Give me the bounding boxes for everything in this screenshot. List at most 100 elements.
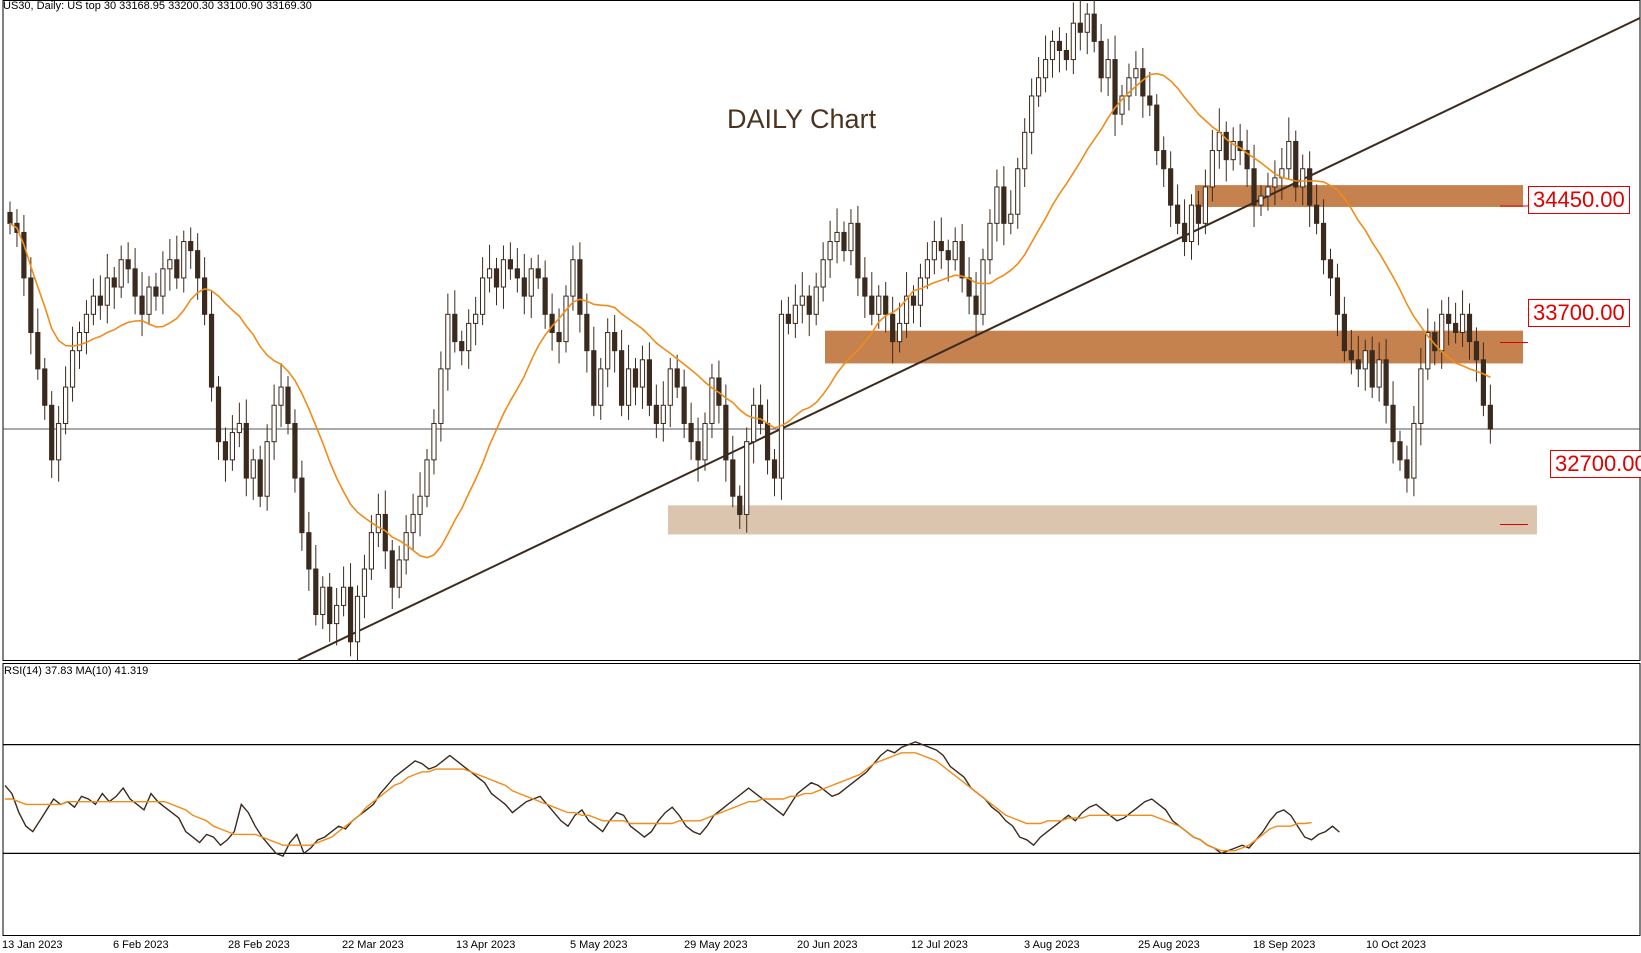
- candle-up: [980, 259, 986, 315]
- candle-down: [28, 277, 34, 333]
- candle-down: [758, 404, 764, 424]
- candle-down: [7, 211, 13, 224]
- candle-up: [563, 295, 569, 343]
- candle-up: [528, 268, 534, 297]
- candle-up: [1049, 40, 1056, 61]
- candle-down: [139, 295, 145, 315]
- candle-down: [208, 313, 215, 388]
- candle-down: [202, 277, 208, 315]
- candle-down: [222, 441, 229, 461]
- candle-down: [243, 422, 249, 479]
- date-label-3: 22 Mar 2023: [342, 939, 404, 951]
- candle-down: [1181, 222, 1188, 243]
- candle-down: [1223, 131, 1229, 161]
- candle-down: [1056, 40, 1063, 51]
- candle-down: [493, 268, 500, 288]
- chart-title: DAILY Chart: [727, 104, 877, 134]
- level-zone-1: [825, 330, 1523, 364]
- candle-up: [931, 241, 937, 261]
- candle-up: [354, 595, 361, 643]
- candle-up: [848, 222, 854, 252]
- candle-up: [250, 459, 256, 479]
- trendline: [297, 17, 1641, 661]
- candle-down: [869, 295, 875, 315]
- candle-up: [118, 259, 124, 288]
- rsi-pane-frame: [2, 663, 1641, 936]
- candle-down: [1293, 140, 1299, 188]
- rsi-line: [4, 741, 1340, 857]
- candle-down: [1154, 104, 1160, 152]
- candle-up: [417, 495, 423, 515]
- candle-up: [744, 441, 750, 515]
- candle-down: [973, 295, 979, 315]
- candle-down: [97, 295, 103, 306]
- candle-down: [1453, 322, 1459, 333]
- candle-down: [35, 332, 41, 370]
- candle-down: [195, 250, 201, 279]
- level-zone-2: [668, 505, 1537, 535]
- candle-down: [890, 313, 896, 343]
- candle-up: [1029, 95, 1035, 133]
- date-label-5: 5 May 2023: [570, 939, 628, 951]
- candle-up: [1300, 168, 1306, 188]
- candle-up: [146, 286, 152, 315]
- date-label-7: 20 Jun 2023: [797, 939, 858, 951]
- candle-up: [271, 404, 277, 443]
- candle-up: [1272, 177, 1278, 188]
- candle-down: [285, 386, 291, 424]
- candle-up: [799, 295, 805, 306]
- candle-up: [1084, 13, 1090, 33]
- candle-down: [966, 277, 972, 297]
- candle-up: [1022, 131, 1028, 170]
- rsi-ma-line: [5, 752, 1312, 852]
- candle-up: [160, 268, 166, 297]
- candle-down: [42, 368, 48, 406]
- candle-down: [730, 459, 736, 497]
- candle-up: [438, 368, 444, 424]
- candle-down: [771, 459, 778, 479]
- candle-down: [292, 422, 298, 479]
- candle-down: [1334, 277, 1341, 315]
- date-label-2: 28 Feb 2023: [228, 939, 290, 951]
- candle-down: [806, 295, 812, 315]
- candle-down: [1383, 359, 1389, 406]
- candle-up: [1015, 168, 1021, 215]
- candle-down: [619, 350, 625, 406]
- candle-up: [702, 422, 708, 461]
- candle-up: [903, 295, 910, 324]
- date-label-4: 13 Apr 2023: [456, 939, 516, 951]
- candle-down: [1161, 150, 1167, 170]
- candle-down: [841, 231, 847, 252]
- candle-down: [188, 241, 194, 252]
- candle-up: [1105, 59, 1111, 79]
- candle-down: [1307, 168, 1313, 206]
- candle-up: [1230, 140, 1236, 161]
- date-label-11: 18 Sep 2023: [1253, 939, 1316, 951]
- candle-up: [181, 241, 187, 279]
- candle-up: [1258, 195, 1264, 206]
- candle-up: [1376, 359, 1382, 388]
- candle-up: [1202, 186, 1209, 224]
- candle-down: [723, 404, 729, 461]
- candle-up: [90, 295, 97, 315]
- candle-up: [827, 241, 833, 261]
- candle-up: [500, 259, 507, 288]
- level-zone-0: [1195, 185, 1523, 207]
- candle-down: [1327, 259, 1334, 279]
- candle-down: [459, 341, 465, 352]
- candle-up: [361, 568, 368, 597]
- candle-down: [327, 586, 333, 625]
- candle-up: [709, 377, 715, 424]
- candle-up: [1070, 22, 1076, 61]
- candle-down: [653, 404, 659, 424]
- candle-down: [1175, 204, 1181, 224]
- candle-up: [987, 222, 993, 261]
- candle-up: [167, 259, 173, 270]
- date-label-12: 10 Oct 2023: [1366, 939, 1426, 951]
- candle-down: [1112, 59, 1118, 115]
- candle-down: [1168, 168, 1174, 206]
- candle-up: [236, 422, 242, 434]
- candle-down: [612, 332, 618, 352]
- candle-up: [466, 322, 472, 352]
